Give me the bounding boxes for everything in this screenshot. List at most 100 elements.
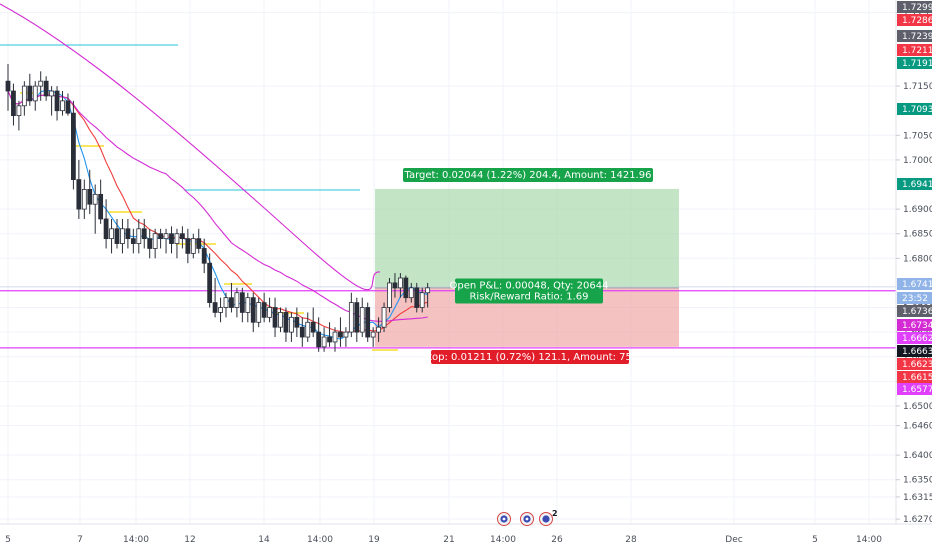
candle[interactable]	[283, 307, 289, 342]
time-axis[interactable]: 5 7 14:00 12 14 14:00 19 21 14:00 26 28 Dec 5 14:00	[0, 523, 932, 545]
candle[interactable]	[305, 312, 311, 342]
candle[interactable]	[218, 297, 223, 323]
candle[interactable]	[174, 228, 180, 259]
candle[interactable]	[98, 179, 104, 224]
candle[interactable]	[92, 184, 98, 234]
candle[interactable]	[272, 297, 278, 338]
candle[interactable]	[190, 233, 196, 259]
candle[interactable]	[376, 317, 382, 342]
x-tick-label: 14:00	[307, 535, 333, 545]
candle[interactable]	[267, 297, 273, 323]
candle[interactable]	[196, 228, 202, 254]
candle[interactable]	[229, 282, 234, 313]
candle[interactable]	[65, 93, 71, 116]
candle[interactable]	[179, 226, 185, 249]
candle[interactable]	[365, 302, 371, 342]
candle[interactable]	[256, 297, 262, 328]
flag-icon[interactable]	[520, 512, 534, 526]
candle[interactable]	[223, 292, 229, 318]
candle[interactable]	[354, 297, 360, 342]
candle[interactable]	[152, 228, 158, 259]
candle[interactable]	[81, 179, 87, 219]
candle[interactable]	[32, 81, 38, 111]
candle[interactable]	[136, 218, 142, 254]
candle[interactable]	[234, 287, 240, 318]
candle[interactable]	[403, 275, 409, 303]
svg-text:1.65776: 1.65776	[902, 385, 932, 395]
x-tick-label: 5	[812, 535, 818, 545]
candle[interactable]	[381, 302, 387, 333]
candle[interactable]	[414, 282, 420, 313]
candle[interactable]	[332, 327, 338, 352]
candle[interactable]	[419, 287, 425, 313]
candle[interactable]	[278, 307, 283, 333]
candle[interactable]	[392, 273, 398, 298]
candle[interactable]	[54, 86, 60, 121]
candle[interactable]	[321, 327, 327, 352]
candle[interactable]	[245, 292, 251, 323]
candle[interactable]	[125, 218, 131, 249]
candle[interactable]	[114, 218, 120, 249]
candle[interactable]	[11, 83, 16, 126]
notification-icon[interactable]: 2	[539, 509, 558, 526]
candle[interactable]	[5, 63, 11, 111]
candle[interactable]	[169, 226, 174, 254]
x-tick-label: 12	[184, 535, 195, 545]
candle[interactable]	[425, 282, 431, 308]
candle[interactable]	[163, 228, 169, 254]
candle[interactable]	[120, 218, 125, 254]
candle[interactable]	[38, 71, 44, 101]
candle[interactable]	[212, 277, 218, 318]
candle[interactable]	[207, 253, 213, 308]
candle[interactable]	[158, 228, 164, 249]
candle[interactable]	[87, 169, 93, 215]
horizontal-lines[interactable]	[0, 286, 896, 349]
candle[interactable]	[60, 91, 65, 116]
candle[interactable]	[343, 327, 349, 347]
candle[interactable]	[387, 277, 392, 313]
candle[interactable]	[49, 86, 54, 116]
svg-text:1.66633: 1.66633	[902, 347, 932, 357]
price-axis[interactable]: 1.72993 1.71500 1.70500 1.70000 1.69000 1.685…	[895, 0, 932, 525]
svg-text:1.66626: 1.66626	[902, 334, 932, 344]
svg-text:1.67415: 1.67415	[902, 280, 932, 290]
candle[interactable]	[103, 199, 109, 249]
candle[interactable]	[141, 218, 147, 249]
candle[interactable]	[27, 73, 33, 106]
candle[interactable]	[130, 228, 136, 254]
x-tick-label: 5	[5, 535, 11, 545]
candle[interactable]	[201, 238, 207, 274]
candle[interactable]	[109, 218, 114, 254]
candle[interactable]	[408, 282, 414, 303]
flag-icon[interactable]	[497, 512, 511, 526]
candle[interactable]	[370, 327, 376, 347]
candlestick-series[interactable]	[5, 63, 431, 352]
candle[interactable]	[239, 287, 245, 323]
candle[interactable]	[288, 312, 294, 342]
candle[interactable]	[316, 317, 322, 352]
price-badge: 1.66156	[897, 371, 932, 383]
candle[interactable]	[147, 228, 153, 259]
candle[interactable]	[310, 307, 316, 338]
candle[interactable]	[299, 317, 305, 347]
candle[interactable]	[185, 228, 191, 264]
candle[interactable]	[294, 307, 300, 338]
candle[interactable]	[261, 292, 267, 323]
candle[interactable]	[21, 81, 27, 116]
long-position-tool[interactable]	[375, 188, 679, 347]
candle[interactable]	[76, 159, 82, 219]
candle[interactable]	[43, 76, 49, 101]
candle[interactable]	[348, 292, 354, 338]
candle[interactable]	[338, 317, 343, 347]
price-badge: 1.72993	[897, 1, 932, 13]
x-tick-label: 26	[551, 535, 563, 545]
candle[interactable]	[397, 273, 403, 298]
candle[interactable]	[327, 322, 332, 347]
candle[interactable]	[71, 100, 76, 190]
candle[interactable]	[359, 297, 365, 338]
candle[interactable]	[16, 100, 22, 131]
moving-average-line[interactable]	[0, 3, 381, 291]
candle[interactable]	[250, 292, 256, 333]
